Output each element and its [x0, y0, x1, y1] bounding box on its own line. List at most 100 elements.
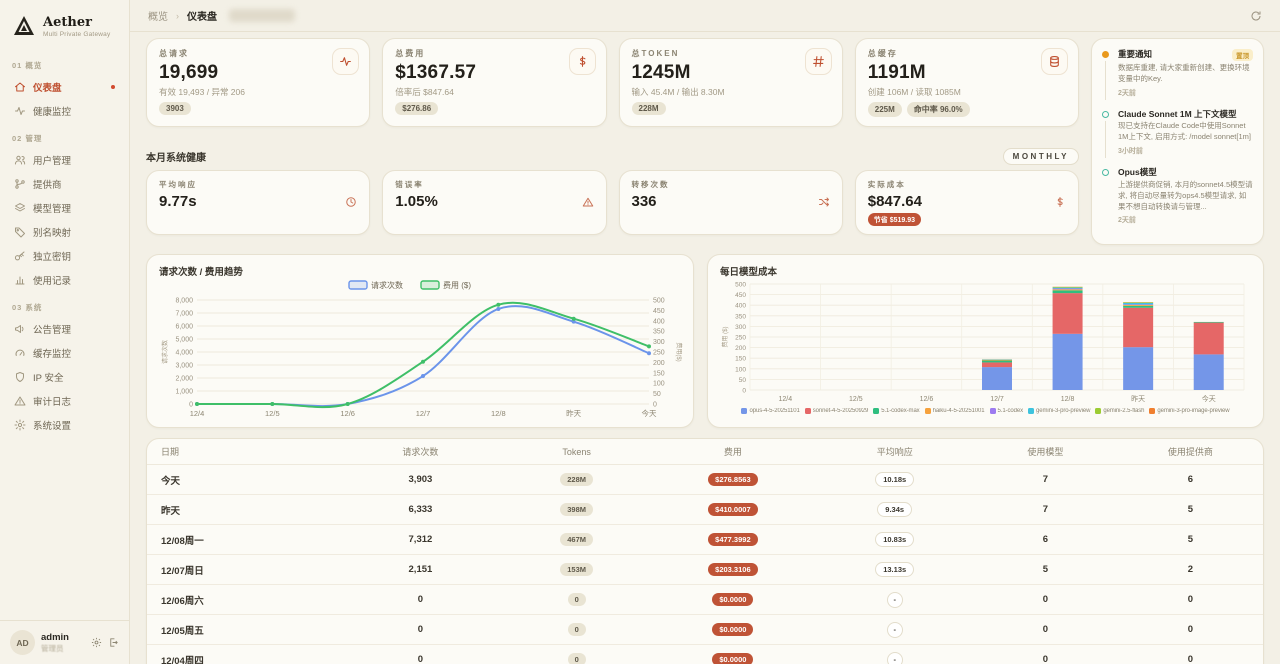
svg-text:50: 50	[739, 377, 747, 384]
sidebar-item-alert-triangle[interactable]: 审计日志	[10, 389, 119, 413]
sidebar-item-gauge[interactable]: 缓存监控	[10, 341, 119, 365]
cell-providers: 0	[1187, 654, 1194, 664]
stat-icon-box	[1041, 48, 1068, 75]
cell-providers: 0	[1187, 624, 1194, 636]
cost-badge: $0.0000	[712, 653, 754, 664]
user-box[interactable]: AD admin 管理员	[0, 620, 129, 664]
cell-models: 0	[1042, 624, 1048, 636]
avg-response-badge: -	[886, 621, 903, 638]
activity-icon	[339, 55, 352, 68]
sidebar-item-users[interactable]: 用户管理	[10, 148, 119, 172]
notification-item[interactable]: Opus模型 上游提供商促销, 本月的sonnet4.5模型请求, 将自动尽量转…	[1102, 167, 1253, 236]
notification-item[interactable]: Claude Sonnet 1M 上下文模型 现已支持在Claude Code中…	[1102, 109, 1253, 167]
notification-time: 3小时前	[1118, 148, 1143, 156]
pinned-badge: 置顶	[1232, 49, 1253, 61]
table-row: 12/04周四 0 0 $0.0000 - 0 0	[147, 645, 1263, 664]
legend-swatch-icon	[804, 408, 811, 415]
daily-usage-table: 日期 请求次数 Tokens 费用 平均响应 使用模型 使用提供商 今天 3,903 228…	[146, 438, 1264, 664]
topbar: 概览 › 仪表盘	[130, 0, 1280, 32]
cell-date: 今天	[161, 475, 181, 487]
legend-label: gemini-3-pro-image-preview	[1157, 408, 1230, 415]
svg-text:500: 500	[735, 282, 746, 289]
svg-text:请求次数: 请求次数	[161, 340, 169, 364]
users-icon	[14, 154, 26, 166]
notification-text: 数据库重建, 请大家重新创建、更换环境变量中的Key.	[1118, 63, 1250, 83]
tokens-badge: 467M	[560, 533, 594, 547]
sidebar-item-tag[interactable]: 别名映射	[10, 220, 119, 244]
notification-text: 上游提供商促销, 本月的sonnet4.5模型请求, 将自动尽量转为ops4.5…	[1118, 179, 1253, 211]
svg-text:12/5: 12/5	[265, 409, 280, 418]
breadcrumb-root[interactable]: 概览	[148, 12, 168, 23]
cell-models: 0	[1042, 594, 1048, 606]
logout-icon[interactable]	[108, 637, 119, 648]
sidebar-item-key[interactable]: 独立密钥	[10, 244, 119, 268]
sidebar-item-gear[interactable]: 系统设置	[10, 413, 119, 437]
health-label: 转移次数	[631, 179, 670, 189]
sidebar-item-label: 提供商	[33, 180, 62, 191]
stat-icon-box	[332, 48, 360, 75]
charts-row: 请求次数 / 费用趋势 0 1,000 2,000 3,000 4,000 5,000 6,…	[146, 254, 1264, 429]
legend-item: sonnet-4-5-20250929	[804, 408, 868, 415]
settings-gear-icon[interactable]	[91, 637, 102, 648]
legend-swatch-icon	[989, 408, 996, 415]
notification-item[interactable]: 重要通知 置顶 数据库重建, 请大家重新创建、更换环境变量中的Key. 2天前	[1102, 49, 1253, 109]
sidebar-item-label: 独立密钥	[33, 252, 72, 263]
tokens-badge: 153M	[560, 563, 594, 577]
bar-chart-legend: opus-4-5-20251101 sonnet-4-5-20250929 5.…	[720, 408, 1251, 415]
sidebar-item-megaphone[interactable]: 公告管理	[10, 317, 119, 341]
health-card: 平均响应 9.77s	[146, 169, 371, 236]
sidebar-item-label: 健康监控	[33, 107, 72, 118]
sidebar-item-plug[interactable]: 提供商	[10, 172, 119, 196]
svg-text:400: 400	[735, 303, 746, 310]
table-header-cell: 平均响应	[876, 447, 913, 458]
notification-title: Claude Sonnet 1M 上下文模型	[1118, 108, 1237, 119]
legend-label: 5.1-codex	[997, 408, 1024, 415]
svg-text:250: 250	[653, 350, 665, 357]
sidebar-item-label: 系统设置	[33, 421, 72, 432]
svg-text:200: 200	[653, 360, 665, 367]
user-name: admin	[41, 632, 69, 644]
cell-models: 5	[1042, 564, 1048, 576]
legend-label: opus-4-5-20251101	[749, 408, 800, 415]
table-header-cell: 费用	[723, 447, 742, 458]
table-header-row: 日期 请求次数 Tokens 费用 平均响应 使用模型 使用提供商	[147, 439, 1263, 466]
cost-badge: $276.8563	[708, 473, 758, 487]
table-row: 12/08周一 7,312 467M $477.3992 10.83s 6 5	[147, 525, 1263, 556]
notification-text: 现已支持在Claude Code中使用Sonnet 1M上下文, 启用方式: /…	[1118, 121, 1251, 142]
warning-icon	[582, 196, 594, 208]
cell-date: 昨天	[161, 505, 181, 517]
avatar[interactable]: AD	[10, 630, 35, 655]
table-row: 昨天 6,333 398M $410.0007 9.34s 7 5	[147, 495, 1263, 526]
svg-text:7,000: 7,000	[175, 311, 193, 318]
sidebar-item-activity[interactable]: 健康监控	[10, 99, 119, 123]
plug-icon	[14, 178, 26, 190]
sidebar-item-shield[interactable]: IP 安全	[10, 365, 119, 389]
notification-time: 2天前	[1118, 217, 1136, 225]
tokens-badge: 0	[567, 623, 586, 637]
table-body: 今天 3,903 228M $276.8563 10.18s 7 6 昨天 6,…	[147, 465, 1263, 664]
tokens-badge: 0	[567, 593, 586, 607]
svg-text:12/4: 12/4	[778, 396, 792, 403]
avg-response-badge: 13.13s	[875, 562, 915, 578]
user-role: 管理员	[41, 643, 64, 653]
sidebar-item-bar-chart[interactable]: 使用记录	[10, 268, 119, 292]
cell-models: 0	[1042, 654, 1048, 664]
legend-item: 5.1-codex	[989, 408, 1024, 415]
legend-swatch-icon	[1095, 408, 1102, 415]
bar-chart: 0 50 100 150 200 250 300 350 400 450 500 12/4 12/5 12…	[721, 282, 1245, 403]
stat-card: 总费用 $1367.57 倍率后 $847.64 $276.86	[382, 38, 607, 127]
cost-badge: $203.3106	[708, 563, 758, 577]
cell-date: 12/06周六	[161, 595, 204, 607]
sidebar-item-home[interactable]: 仪表盘	[10, 75, 119, 99]
svg-text:250: 250	[735, 335, 746, 342]
sidebar-item-layers[interactable]: 模型管理	[10, 196, 119, 220]
refresh-icon[interactable]	[1250, 10, 1262, 22]
health-label: 平均响应	[159, 179, 197, 189]
table-header-cell: Tokens	[562, 446, 591, 457]
cell-requests: 0	[417, 654, 424, 664]
stat-badge: 228M	[631, 102, 666, 115]
cell-date: 12/05周五	[161, 625, 204, 637]
svg-text:3,000: 3,000	[175, 363, 193, 370]
key-icon	[14, 250, 26, 262]
brand-tagline: Multi Private Gateway	[43, 30, 111, 38]
